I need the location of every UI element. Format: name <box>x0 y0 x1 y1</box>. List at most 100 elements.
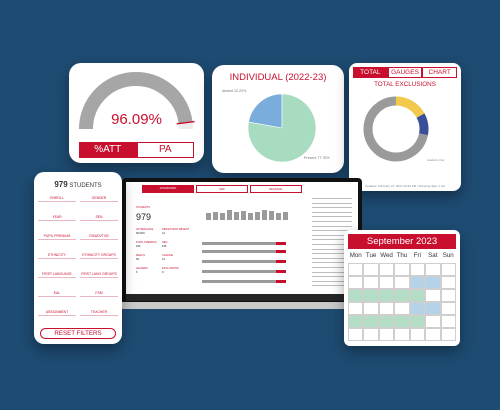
calendar-day-cell[interactable] <box>440 276 456 289</box>
calendar-day-cell[interactable] <box>363 263 379 276</box>
table-row <box>312 239 352 241</box>
filter-ethnicity[interactable]: ETHNICITY <box>38 253 76 259</box>
calendar-day-cell[interactable] <box>348 289 364 302</box>
laptop-dashboard: DASHBOARD MAP REGIONAL STUDENTS 979 ATTE… <box>116 178 384 310</box>
calendar-day-cell[interactable] <box>378 315 395 328</box>
calendar-day-cell[interactable] <box>440 302 456 315</box>
table-row <box>312 253 352 255</box>
calendar-day-cell[interactable] <box>425 263 441 276</box>
stat-value: 180 <box>136 245 141 248</box>
calendar-month: September 2023 <box>348 234 456 249</box>
filter-pupil-premium[interactable]: PUPIL PREMIUM <box>38 234 76 240</box>
calendar-day-cell[interactable] <box>409 315 426 328</box>
calendar-day-cell[interactable] <box>394 289 410 302</box>
progress-row <box>202 250 286 253</box>
filter-eal[interactable]: EAL <box>38 291 76 297</box>
donut-segment-2 <box>395 96 425 118</box>
weekday-thu: Thu <box>396 252 408 259</box>
calendar-day-cell[interactable] <box>348 263 364 276</box>
pie-slice-present <box>247 93 317 163</box>
calendar-day-cell[interactable] <box>425 289 441 302</box>
filter-fsm[interactable]: FSM <box>80 291 118 297</box>
table-row <box>312 234 352 236</box>
filters-card: 979 STUDENTS ENROLL GENDER YEAR SEN PUPIL PR… <box>34 172 122 344</box>
progress-row-marker <box>276 242 286 245</box>
attendance-tabs: %ATT PA <box>79 142 194 158</box>
filter-ethnicity-groups[interactable]: ETHNICITY GROUPS <box>80 253 118 259</box>
calendar-day-cell[interactable] <box>440 289 456 302</box>
stat-label: MEALS <box>136 254 145 257</box>
calendar-day-cell[interactable] <box>348 315 364 328</box>
calendar-day-cell[interactable] <box>378 276 395 289</box>
calendar-day-cell[interactable] <box>440 263 456 276</box>
calendar-day-cell[interactable] <box>409 289 426 302</box>
table-row <box>312 271 352 273</box>
filter-row: ENROLL GENDER <box>38 196 118 202</box>
calendar-day-cell[interactable] <box>394 315 410 328</box>
calendar-day-cell[interactable] <box>378 289 395 302</box>
calendar-day-cell[interactable] <box>394 302 410 315</box>
progress-row <box>202 242 286 245</box>
calendar-day-cell[interactable] <box>394 276 410 289</box>
calendar-day-cell[interactable] <box>378 263 395 276</box>
stat-label: PUPIL PREMIUM <box>136 241 157 244</box>
calendar-day-cell[interactable] <box>409 328 426 341</box>
calendar-day-cell[interactable] <box>409 263 426 276</box>
calendar-day-cell[interactable] <box>394 328 410 341</box>
calendar-day-cell[interactable] <box>394 263 410 276</box>
filter-first-lang-groups[interactable]: FIRST LANG GROUPS <box>80 272 118 278</box>
filter-year[interactable]: YEAR <box>38 215 76 221</box>
calendar-day-cell[interactable] <box>363 302 379 315</box>
filter-enroll[interactable]: ENROLL <box>38 196 76 202</box>
tab-chart[interactable]: CHART <box>422 67 458 78</box>
calendar-day-cell[interactable] <box>425 276 441 289</box>
calendar-day-cell[interactable] <box>409 302 426 315</box>
laptop-tab-map[interactable]: MAP <box>196 185 248 193</box>
filters-student-label: STUDENTS <box>69 183 102 189</box>
calendar-day-cell[interactable] <box>348 276 364 289</box>
table-row <box>312 280 352 282</box>
calendar-day-cell[interactable] <box>363 276 379 289</box>
tab-gauges[interactable]: GAUGES <box>387 67 423 78</box>
calendar-day-cell[interactable] <box>363 315 379 328</box>
calendar-day-cell[interactable] <box>348 302 364 315</box>
tab-total[interactable]: TOTAL <box>353 67 388 78</box>
table-row <box>312 267 352 268</box>
reset-filters-button[interactable]: RESET FILTERS <box>40 328 116 339</box>
calendar-day-cell[interactable] <box>378 302 395 315</box>
calendar-day-cell[interactable] <box>363 328 379 341</box>
calendar-day-cell[interactable] <box>425 328 441 341</box>
exclusions-tabs: TOTAL GAUGES CHART <box>353 67 458 78</box>
calendar-day-cell[interactable] <box>440 328 456 341</box>
individual-pie-chart <box>247 93 317 163</box>
calendar-day-cell[interactable] <box>425 302 441 315</box>
calendar-day-cell[interactable] <box>440 315 456 328</box>
attendance-gauge <box>79 72 195 130</box>
stat-value: 69 <box>136 258 139 261</box>
tab-persistent-absence[interactable]: PA <box>136 142 194 158</box>
progress-row <box>202 280 286 283</box>
filter-assignment[interactable]: ASSIGNMENT <box>38 310 76 316</box>
filter-first-language[interactable]: FIRST LANGUAGE <box>38 272 76 278</box>
calendar-day-cell[interactable] <box>348 328 364 341</box>
calendar-day-cell[interactable] <box>378 328 395 341</box>
filter-disadvtge[interactable]: DISADVTGE <box>80 234 118 240</box>
stat-label: CHANGE <box>162 254 174 257</box>
filter-sen[interactable]: SEN <box>80 215 118 221</box>
table-row <box>312 276 352 278</box>
calendar-day-cell[interactable] <box>409 276 426 289</box>
mini-bar <box>234 212 239 220</box>
filter-teacher[interactable]: TEACHER <box>80 310 118 316</box>
calendar-weekdays: Mon Tue Wed Thu Fri Sat Sun <box>348 252 456 259</box>
laptop-tab-dashboard[interactable]: DASHBOARD <box>142 185 194 193</box>
tab-attendance[interactable]: %ATT <box>79 142 137 158</box>
calendar-day-cell[interactable] <box>363 289 379 302</box>
table-row <box>312 221 352 222</box>
laptop-tab-regional[interactable]: REGIONAL <box>250 185 302 193</box>
calendar-day-cell[interactable] <box>425 315 441 328</box>
laptop-screen: DASHBOARD MAP REGIONAL STUDENTS 979 ATTE… <box>126 182 358 301</box>
table-row <box>312 216 352 218</box>
laptop-students-label: STUDENTS <box>136 206 150 209</box>
mini-bar <box>248 213 253 220</box>
filter-gender[interactable]: GENDER <box>80 196 118 202</box>
